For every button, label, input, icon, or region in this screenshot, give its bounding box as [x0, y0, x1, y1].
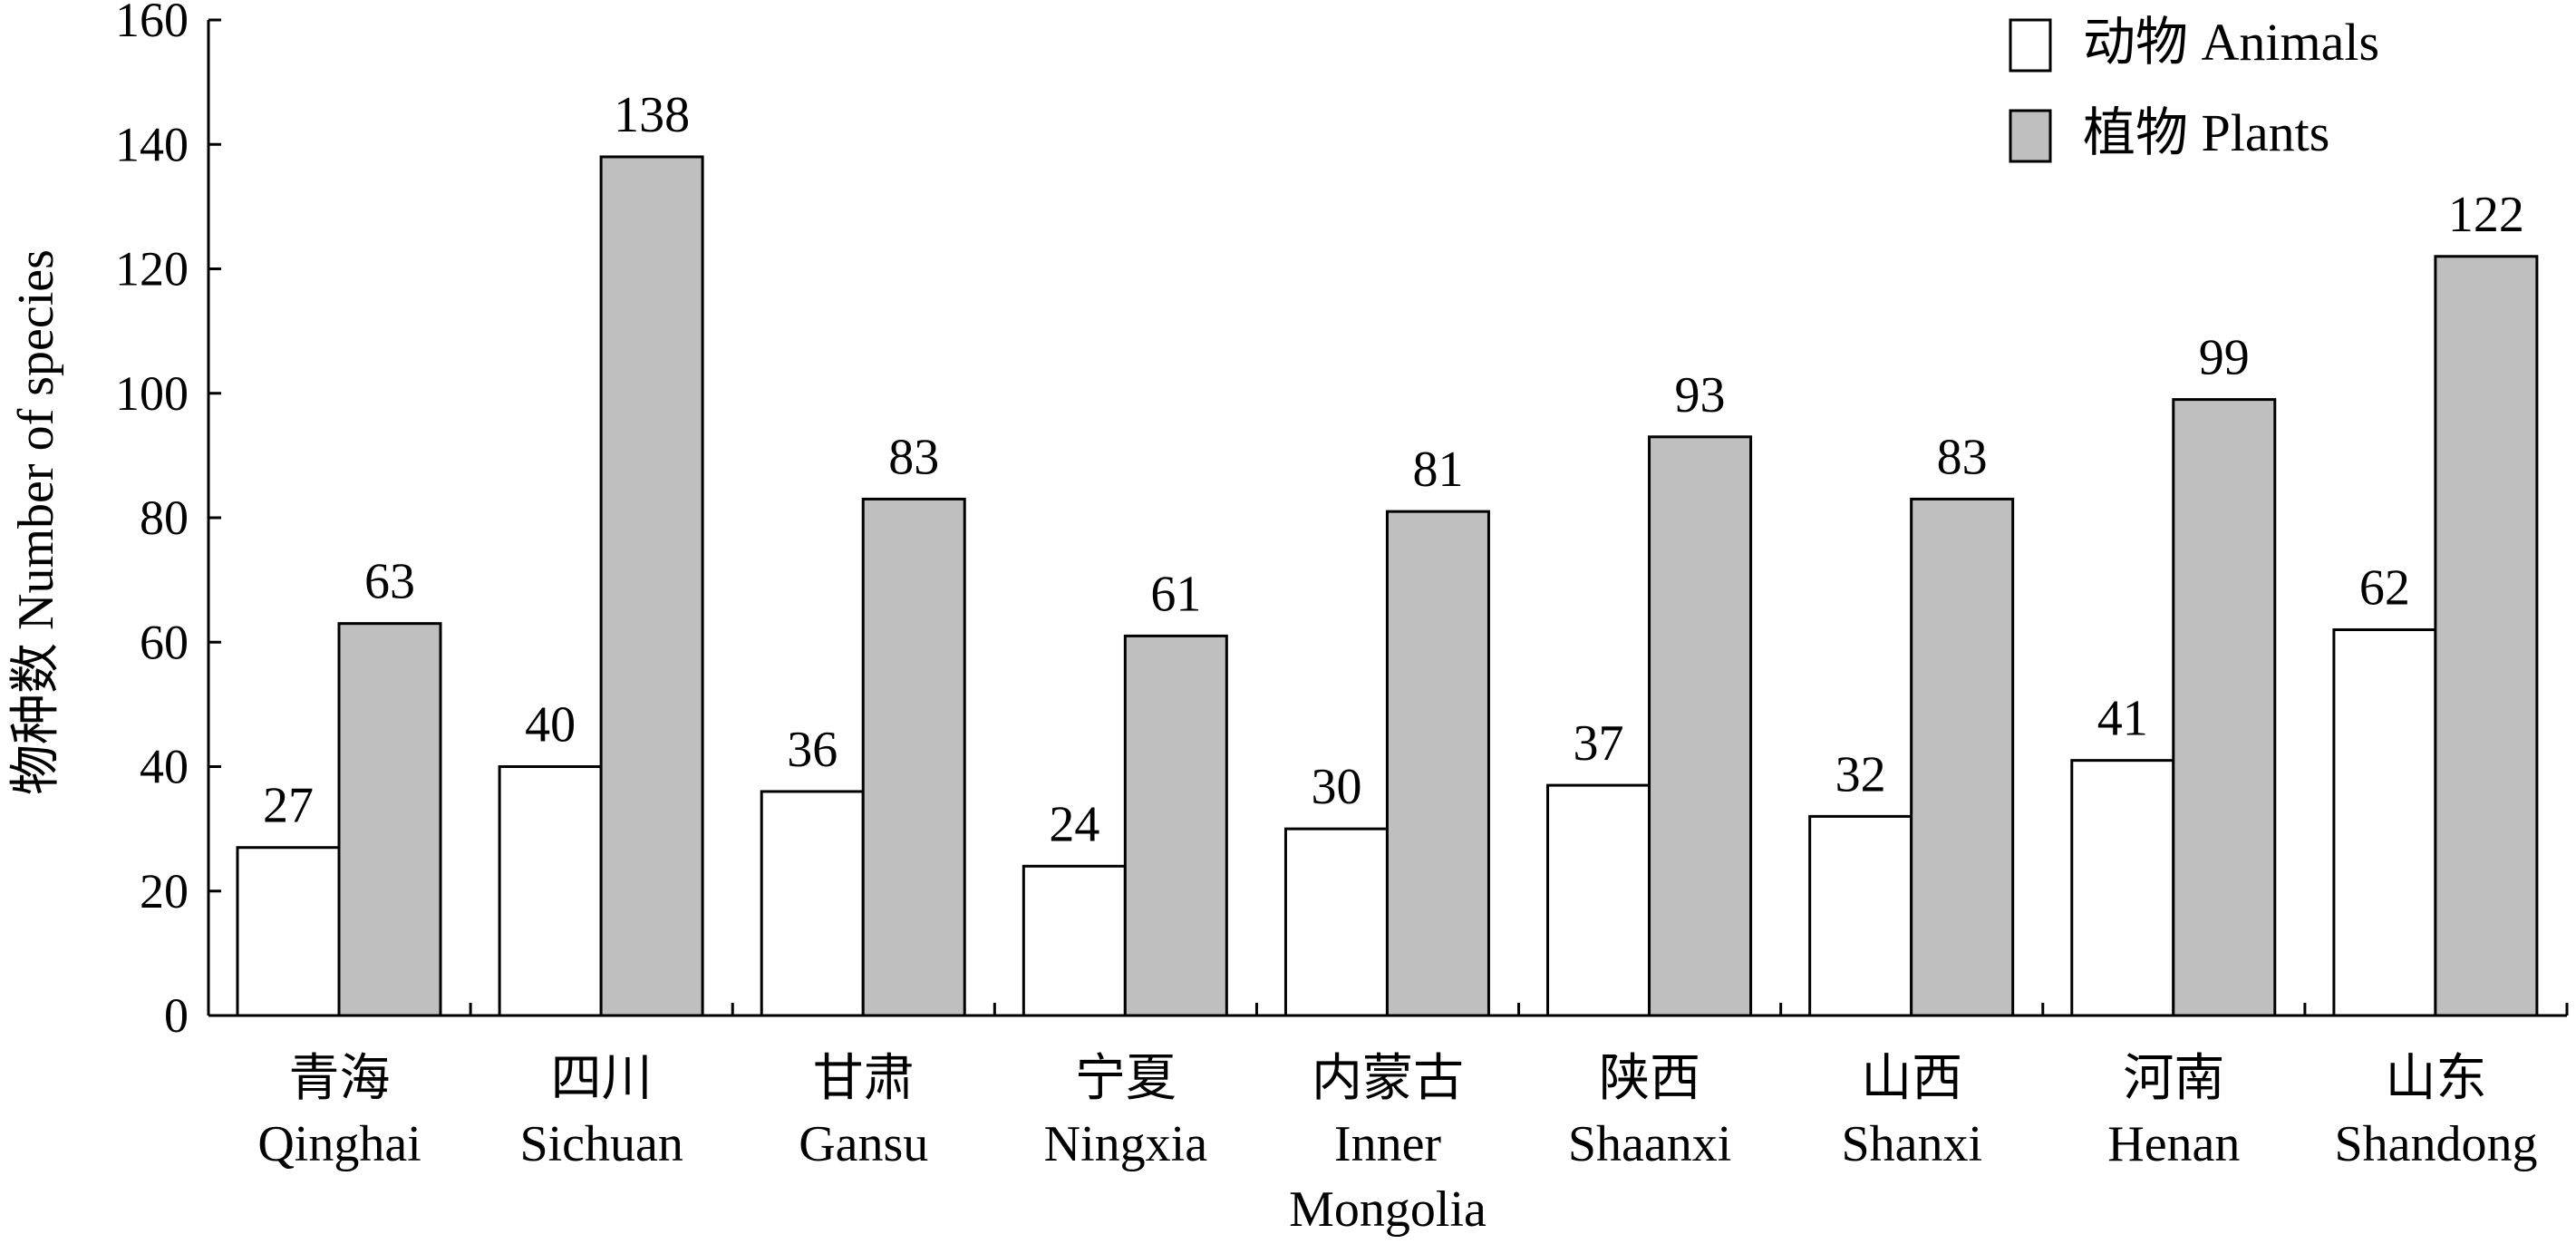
legend-label: 植物 Plants: [2083, 103, 2329, 162]
y-axis-title: 物种数 Number of species: [8, 249, 64, 795]
x-category-label-line: Gansu: [799, 1116, 928, 1172]
data-label: 32: [1835, 746, 1886, 802]
x-category-label: 四川 Sichuan: [519, 1051, 683, 1172]
bar-animals: [1283, 827, 1389, 1017]
data-label: 63: [364, 554, 415, 610]
x-category-label-line: Ningxia: [1044, 1116, 1208, 1172]
x-category-label: 陕西 Shaanxi: [1568, 1051, 1731, 1172]
data-label: 36: [787, 722, 838, 778]
bar-plants: [1385, 510, 1490, 1017]
y-tick-label: 0: [164, 988, 189, 1043]
data-label: 61: [1150, 566, 1201, 622]
data-label: 27: [263, 778, 314, 834]
bar-plants: [2172, 398, 2277, 1017]
x-category-label: 青海 Qinghai: [257, 1051, 421, 1172]
plot-area: 0 20 40 60 80 100 120 140 160 27 63 青海 Qinghai 40 138 四…: [115, 0, 2569, 1238]
x-category-label-line: 河南: [2123, 1051, 2224, 1107]
x-category-label-line: 山西: [1861, 1051, 1962, 1107]
x-category-label-line: Shaanxi: [1568, 1116, 1731, 1172]
bar-plants: [599, 155, 704, 1017]
data-label: 83: [888, 429, 939, 485]
legend-label: 动物 Animals: [2083, 13, 2379, 72]
data-label: 122: [2448, 187, 2524, 243]
x-category-label: 山东 Shandong: [2334, 1051, 2537, 1172]
legend: 动物 Animals 植物 Plants: [2009, 13, 2379, 163]
data-label: 40: [525, 697, 576, 753]
x-category-label-line: Sichuan: [519, 1116, 683, 1172]
x-category-label-line: 宁夏: [1075, 1051, 1177, 1107]
bar-plants: [861, 497, 966, 1017]
y-tick-label: 100: [115, 366, 189, 421]
x-category-label-line: 甘肃: [813, 1051, 915, 1107]
x-category-label-line: 内蒙古: [1312, 1051, 1464, 1107]
x-category-label-line: 山东: [2385, 1051, 2486, 1107]
bar-plants: [1123, 634, 1228, 1017]
x-category-label: 甘肃 Gansu: [799, 1051, 928, 1172]
bar-plants: [337, 622, 442, 1017]
data-label: 138: [614, 87, 690, 143]
y-tick-label: 80: [140, 491, 189, 545]
data-label: 83: [1937, 429, 1988, 485]
bar-plants: [1648, 435, 1753, 1017]
data-label: 41: [2097, 691, 2148, 747]
x-category-label-line: Shanxi: [1841, 1116, 1982, 1172]
legend-swatch: [2009, 18, 2052, 73]
x-category-label-line: Henan: [2107, 1116, 2240, 1172]
data-label: 81: [1412, 442, 1463, 498]
y-tick-label: 40: [140, 740, 189, 794]
x-category-label-line: 陕西: [1599, 1051, 1700, 1107]
data-label: 24: [1049, 796, 1099, 852]
bar-plants: [2434, 255, 2539, 1017]
bar-animals: [1546, 783, 1651, 1017]
bar-animals: [1808, 814, 1913, 1017]
x-category-label-line: 四川: [551, 1051, 653, 1107]
bar-animals: [2070, 759, 2175, 1017]
bar-animals: [760, 790, 865, 1017]
data-label: 37: [1574, 715, 1624, 772]
bar-animals: [1022, 864, 1127, 1017]
x-category-label: 宁夏 Ningxia: [1044, 1051, 1208, 1172]
x-category-label-line: Mongolia: [1289, 1181, 1487, 1238]
bar-animals: [498, 765, 603, 1017]
bar-plants: [1910, 497, 2015, 1017]
x-category-label: 内蒙古 Inner Mongolia: [1289, 1051, 1487, 1238]
bar-animals: [2332, 628, 2437, 1017]
y-tick-label: 120: [115, 242, 189, 296]
x-category-label-line: Shandong: [2334, 1116, 2537, 1172]
y-tick-label: 160: [115, 0, 189, 47]
data-label: 30: [1311, 759, 1361, 815]
y-tick-label: 20: [140, 864, 189, 918]
x-category-label: 河南 Henan: [2107, 1051, 2240, 1172]
x-category-label-line: 青海: [289, 1051, 391, 1107]
data-label: 93: [1675, 367, 1726, 423]
x-category-label-line: Qinghai: [257, 1116, 421, 1172]
y-tick-label: 60: [140, 615, 189, 669]
legend-swatch: [2009, 109, 2052, 163]
data-label: 62: [2359, 560, 2410, 617]
x-category-label: 山西 Shanxi: [1841, 1051, 1982, 1172]
y-tick-label: 140: [115, 117, 189, 171]
data-label: 99: [2199, 330, 2250, 386]
bar-animals: [236, 846, 341, 1017]
x-category-label-line: Inner: [1334, 1116, 1442, 1172]
